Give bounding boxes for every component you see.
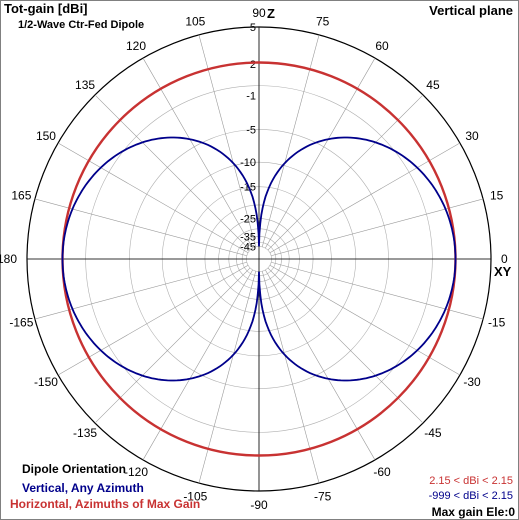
radial-tick-label: -15: [240, 182, 256, 194]
axis-label-xy: XY: [494, 264, 512, 279]
radial-tick-label: -5: [246, 124, 256, 136]
grid-spoke: [142, 57, 253, 249]
radial-tick-label: 5: [250, 22, 256, 34]
angle-tick-label: 60: [375, 39, 389, 53]
plane-label: Vertical plane: [429, 3, 513, 18]
angle-tick-label: 30: [465, 129, 479, 143]
angle-tick-label: -60: [373, 465, 391, 479]
angle-tick-label: 180: [0, 252, 17, 266]
angle-tick-label: 165: [11, 188, 31, 202]
grid-spoke: [267, 267, 424, 424]
grid-spoke: [57, 142, 249, 253]
grid-spoke: [94, 267, 251, 424]
angle-tick-label: 90: [252, 6, 266, 20]
angle-tick-label: -15: [488, 316, 506, 330]
grid-spoke: [265, 57, 376, 249]
radial-tick-label: -1: [246, 90, 256, 102]
angle-tick-label: 75: [316, 14, 330, 28]
grid-spoke: [142, 269, 253, 461]
angle-tick-label: -90: [250, 498, 268, 512]
angle-tick-label: 15: [490, 188, 504, 202]
radial-tick-label: -45: [240, 241, 256, 253]
angle-tick-label: 120: [126, 39, 146, 53]
max-gain-label: Max gain Ele:0: [431, 505, 515, 519]
grid-spoke: [269, 265, 461, 376]
angle-tick-label: -135: [73, 426, 97, 440]
grid-spoke: [269, 142, 461, 253]
angle-tick-label: 0: [501, 252, 508, 266]
grid-spoke: [57, 265, 249, 376]
grid-spoke: [267, 94, 424, 251]
angle-tick-label: -105: [183, 490, 207, 504]
range-vertical: -999 < dBi < 2.15: [428, 490, 513, 502]
radial-tick-label: -10: [240, 157, 256, 169]
legend-entry-vertical: Vertical, Any Azimuth: [22, 481, 144, 495]
angle-tick-label: -45: [424, 426, 442, 440]
radial-tick-label: 2: [250, 59, 256, 71]
radial-tick-label: -25: [240, 214, 256, 226]
angle-tick-label: 150: [36, 129, 56, 143]
range-horizontal: 2.15 < dBi < 2.15: [429, 475, 513, 487]
chart-subtitle: 1/2-Wave Ctr-Fed Dipole: [18, 19, 145, 31]
angle-tick-label: -75: [314, 490, 332, 504]
series-trace-vertical: [61, 136, 457, 382]
angle-tick-label: 135: [75, 78, 95, 92]
radial-tick-label: -35: [240, 231, 256, 243]
grid-spoke: [265, 269, 376, 461]
axis-label-z: Z: [267, 6, 275, 21]
chart-title: Tot-gain [dBi]: [4, 1, 88, 16]
grid-spoke: [94, 94, 251, 251]
angle-tick-label: -150: [34, 375, 58, 389]
angle-tick-label: 45: [426, 78, 440, 92]
angle-tick-label: -30: [463, 375, 481, 389]
legend-entry-horizontal: Horizontal, Azimuths of Max Gain: [10, 497, 201, 511]
legend-heading: Dipole Orientation: [22, 462, 127, 476]
angle-tick-label: -120: [124, 465, 148, 479]
angle-tick-label: 105: [185, 14, 205, 28]
angle-tick-label: -165: [9, 316, 33, 330]
